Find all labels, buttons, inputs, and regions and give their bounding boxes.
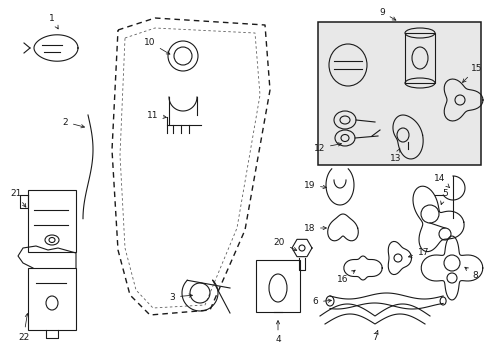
Bar (404, 33, 434, 83)
Text: 19: 19 (303, 180, 325, 189)
Bar (28, 268, 76, 330)
Text: 10: 10 (143, 37, 169, 54)
Text: 13: 13 (389, 148, 401, 162)
Text: 2: 2 (62, 117, 84, 128)
Text: 9: 9 (378, 8, 395, 20)
Text: 11: 11 (146, 111, 166, 120)
Text: 15: 15 (462, 63, 482, 82)
Text: 1: 1 (49, 14, 58, 29)
Text: 16: 16 (336, 270, 354, 284)
Text: 6: 6 (312, 297, 331, 306)
Bar (28, 190, 76, 252)
Text: 22: 22 (18, 314, 29, 342)
Text: 8: 8 (464, 267, 477, 279)
Text: 14: 14 (433, 174, 448, 188)
Bar (317, 22, 480, 165)
Text: 4: 4 (275, 321, 280, 345)
Text: 18: 18 (303, 224, 325, 233)
Text: 7: 7 (371, 330, 377, 342)
Text: 12: 12 (313, 143, 341, 153)
Text: 20: 20 (273, 238, 296, 251)
Bar (256, 260, 299, 312)
Text: 5: 5 (440, 189, 447, 204)
Text: 3: 3 (169, 292, 192, 302)
Text: 17: 17 (407, 248, 428, 257)
Text: 21: 21 (10, 189, 26, 207)
